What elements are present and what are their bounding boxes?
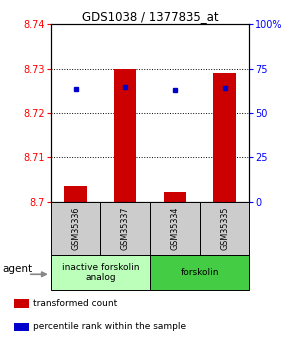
Bar [164,192,186,202]
Bar [14,323,29,331]
Text: GSM35335: GSM35335 [220,207,229,250]
Bar [114,69,136,202]
Bar [14,299,29,307]
Text: agent: agent [3,264,33,274]
Bar [213,73,236,202]
Text: transformed count: transformed count [33,299,117,308]
Bar [64,186,87,202]
Text: GSM35337: GSM35337 [121,207,130,250]
Bar [200,202,249,255]
Bar [150,255,249,290]
Bar [51,255,150,290]
Text: GSM35334: GSM35334 [171,207,180,250]
Title: GDS1038 / 1377835_at: GDS1038 / 1377835_at [82,10,218,23]
Text: GSM35336: GSM35336 [71,207,80,250]
Bar [100,202,150,255]
Text: inactive forskolin
analog: inactive forskolin analog [62,263,139,282]
Bar [150,202,200,255]
Text: percentile rank within the sample: percentile rank within the sample [33,323,186,332]
Bar [51,202,100,255]
Text: forskolin: forskolin [180,268,219,277]
